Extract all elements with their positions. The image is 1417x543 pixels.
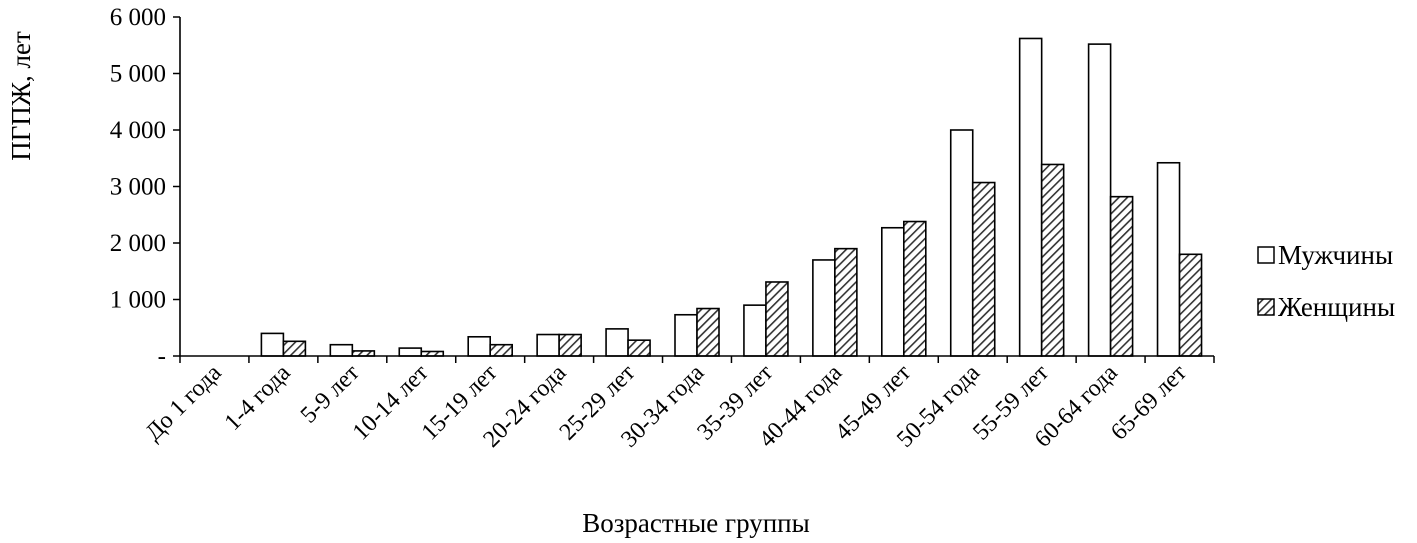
x-category-label: 5-9 лет (296, 359, 365, 428)
y-axis-label: ПГПЖ, лет (6, 31, 36, 161)
bar-women-9 (834, 247, 858, 357)
bar-women-5 (558, 333, 582, 357)
y-tick-label: 4 000 (110, 117, 166, 144)
y-tick-label: 5 000 (110, 61, 166, 88)
bar-women-12 (1040, 163, 1065, 357)
legend-label-men: Мужчины (1278, 240, 1393, 270)
y-tick-label: 6 000 (110, 4, 166, 31)
bar-men-3 (398, 347, 423, 357)
bar-women-11 (971, 181, 996, 357)
x-axis-label: Возрастные группы (582, 508, 810, 538)
y-tick-label: 3 000 (110, 174, 166, 201)
x-category-label: 65-69 лет (1106, 359, 1192, 445)
x-category-label: До 1 года (141, 360, 227, 446)
bar-women-6 (627, 339, 651, 357)
bar-men-9 (812, 259, 836, 357)
y-tick-label: 2 000 (110, 230, 166, 257)
bar-men-8 (743, 304, 767, 357)
bar-men-6 (605, 328, 629, 357)
y-tick-label: - (158, 343, 166, 370)
y-axis-ticks: - 1 000 2 000 3 000 4 000 5 000 6 000 (110, 4, 180, 370)
bar-men-5 (536, 333, 560, 357)
bar-men-13 (1087, 43, 1112, 357)
legend-label-women: Женщины (1278, 292, 1395, 322)
bar-women-10 (902, 220, 927, 357)
bar-men-7 (674, 313, 698, 357)
legend: Мужчины Женщины (1257, 240, 1395, 322)
bar-women-13 (1109, 195, 1134, 357)
bar-women-7 (696, 307, 720, 357)
legend-swatch-women (1257, 298, 1275, 316)
bar-women-1 (282, 340, 307, 357)
bar-men-14 (1156, 161, 1181, 357)
bar-women-14 (1178, 253, 1203, 357)
bar-men-4 (467, 335, 492, 357)
bar-men-11 (949, 129, 974, 357)
bar-women-8 (765, 281, 789, 357)
x-category-label: 1-4 года (220, 360, 296, 436)
bar-men-10 (880, 226, 905, 357)
bars-layer (260, 37, 1203, 357)
y-tick-label: 1 000 (110, 287, 166, 314)
bar-women-4 (489, 343, 514, 357)
bar-men-1 (260, 332, 285, 357)
axes-layer (179, 17, 1215, 363)
bar-men-12 (1018, 37, 1043, 357)
bar-men-2 (329, 343, 354, 357)
legend-swatch-men (1257, 246, 1275, 264)
